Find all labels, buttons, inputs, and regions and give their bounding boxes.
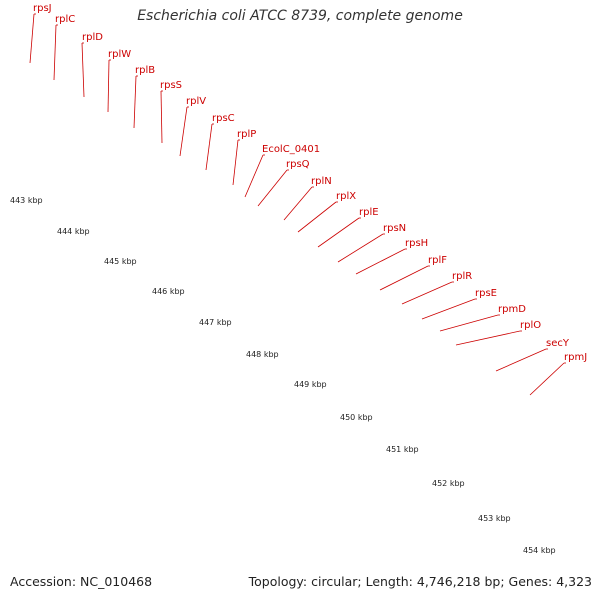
kbp-label: 445 kbp: [104, 257, 137, 266]
gene-label: rpsJ: [33, 3, 52, 14]
leader-line: [421, 298, 476, 320]
gene-label: rplD: [82, 32, 103, 43]
leader-line: [257, 169, 288, 207]
gene-label: rpsS: [160, 80, 182, 91]
kbp-label: 452 kbp: [432, 479, 465, 488]
gene-label: rplO: [520, 320, 541, 331]
kbp-label: 450 kbp: [340, 413, 373, 422]
gene-label: rplE: [359, 207, 379, 218]
gene-label: rpsN: [383, 223, 406, 234]
leader-line: [337, 233, 384, 263]
kbp-label: 448 kbp: [246, 350, 279, 359]
topology-text: Topology: circular; Length: 4,746,218 bp…: [248, 574, 592, 589]
gene-label: rplN: [311, 176, 332, 187]
gene-label: rplF: [428, 255, 447, 266]
leader-line: [179, 106, 188, 157]
backbone-line: [523, 0, 600, 102]
gene-arrow-track: [526, 0, 600, 88]
kbp-label: 453 kbp: [478, 514, 511, 523]
gene-label: rplX: [336, 191, 356, 202]
genome-backbone: [522, 0, 600, 104]
leader-line: [401, 281, 453, 305]
gene-label: rpmD: [498, 304, 526, 315]
outer-tick-track: [546, 0, 600, 64]
gene-label: rpsE: [475, 288, 497, 299]
leader-line: [355, 248, 406, 275]
kbp-label: 449 kbp: [294, 380, 327, 389]
gene-label: rplR: [452, 271, 472, 282]
gene-label: rpsC: [212, 113, 235, 124]
kbp-label: 451 kbp: [386, 445, 419, 454]
leader-line: [439, 314, 499, 332]
leader-line: [244, 154, 264, 198]
gene-label: rplB: [135, 65, 155, 76]
map-title: Escherichia coli ATCC 8739, complete gen…: [137, 8, 463, 24]
gene-label: secY: [546, 338, 570, 349]
gene-label: rplP: [237, 129, 256, 140]
leader-line: [232, 139, 239, 186]
kbp-label: 443 kbp: [10, 196, 43, 205]
gene-label: rpsH: [405, 238, 428, 249]
leader-line: [379, 265, 429, 291]
leader-line: [495, 348, 547, 372]
gene-label: rpsQ: [286, 159, 310, 170]
kbp-label: 444 kbp: [57, 227, 90, 236]
leader-line: [205, 123, 213, 171]
leader-line: [317, 217, 360, 248]
kbp-scale: 443 kbp 444 kbp 445 kbp 446 kbp 447 kbp 448 k…: [10, 196, 556, 555]
leader-line: [455, 330, 521, 346]
kbp-label: 447 kbp: [199, 318, 232, 327]
leader-line: [107, 59, 110, 113]
leader-line: [283, 186, 313, 221]
leader-line: [133, 75, 137, 129]
leader-line: [529, 362, 565, 396]
gene-label: rplC: [55, 14, 75, 25]
leader-line: [53, 24, 57, 81]
gene-label: EcolC_0401: [262, 144, 320, 155]
inner-tick-track: [500, 0, 600, 135]
gene-label: rplV: [186, 96, 206, 107]
kbp-label: 446 kbp: [152, 287, 185, 296]
leader-line: [160, 90, 163, 144]
cds-band-track: [536, 0, 600, 84]
leader-line: [297, 201, 337, 233]
accession-text: Accession: NC_010468: [10, 574, 153, 589]
leader-line: [81, 42, 85, 98]
gene-label: rpmJ: [564, 352, 587, 363]
leader-line: [29, 13, 35, 64]
gene-label: rplW: [108, 49, 131, 60]
backbone-shadow: [522, 0, 600, 104]
kbp-label: 454 kbp: [523, 546, 556, 555]
